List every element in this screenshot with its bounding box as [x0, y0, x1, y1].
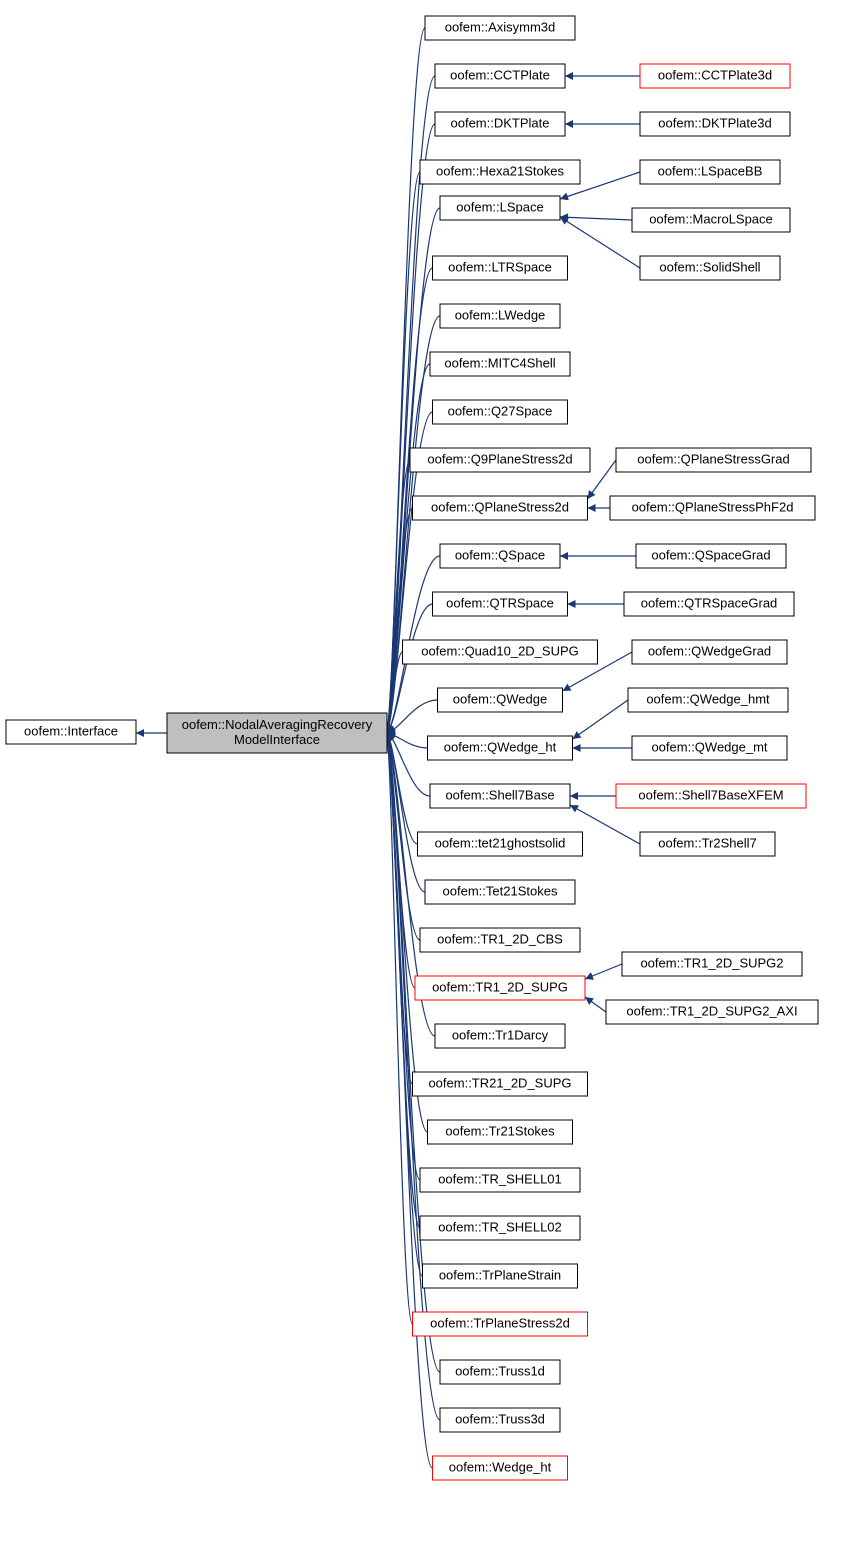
node-TrPlaneStrain-label: oofem::TrPlaneStrain [439, 1267, 561, 1282]
node-Q9PlaneStress2d-label: oofem::Q9PlaneStress2d [427, 451, 572, 466]
edge [573, 700, 629, 739]
node-tet21ghostsolid-label: oofem::tet21ghostsolid [435, 835, 566, 850]
node-TR1_2D_SUPG2-label: oofem::TR1_2D_SUPG2 [640, 955, 783, 970]
edge-arrow [136, 729, 144, 737]
node-QPlaneStressPhF2d-label: oofem::QPlaneStressPhF2d [632, 499, 794, 514]
node-Q27Space-label: oofem::Q27Space [448, 403, 553, 418]
node-TR1_2D_CBS-label: oofem::TR1_2D_CBS [437, 931, 563, 946]
node-TR1_2D_SUPG2_AXI-label: oofem::TR1_2D_SUPG2_AXI [626, 1003, 797, 1018]
node-LTRSpace-label: oofem::LTRSpace [448, 259, 552, 274]
node-CCTPlate3d-label: oofem::CCTPlate3d [658, 67, 772, 82]
node-QWedge_mt-label: oofem::QWedge_mt [651, 739, 767, 754]
node-Truss3d-label: oofem::Truss3d [455, 1411, 545, 1426]
edge-arrow [560, 552, 568, 560]
node-MITC4Shell-label: oofem::MITC4Shell [444, 355, 555, 370]
node-LWedge-label: oofem::LWedge [455, 307, 546, 322]
edge-arrow [560, 193, 569, 201]
node-QWedge_ht-label: oofem::QWedge_ht [444, 739, 557, 754]
node-TR1_2D_SUPG-label: oofem::TR1_2D_SUPG [432, 979, 568, 994]
node-DKTPlate3d-label: oofem::DKTPlate3d [658, 115, 771, 130]
node-Quad10_2D_SUPG-label: oofem::Quad10_2D_SUPG [421, 643, 579, 658]
node-QWedge-label: oofem::QWedge [453, 691, 547, 706]
node-Hexa21Stokes-label: oofem::Hexa21Stokes [436, 163, 564, 178]
node-Tr1Darcy-label: oofem::Tr1Darcy [452, 1027, 549, 1042]
inheritance-diagram: oofem::Interface oofem::NodalAveragingRec… [0, 0, 863, 1557]
node-QTRSpaceGrad-label: oofem::QTRSpaceGrad [641, 595, 778, 610]
node-Tr21Stokes-label: oofem::Tr21Stokes [445, 1123, 555, 1138]
node-Shell7BaseXFEM-label: oofem::Shell7BaseXFEM [638, 787, 783, 802]
edge-arrow [588, 504, 596, 512]
node-QSpace-label: oofem::QSpace [455, 547, 545, 562]
node-Shell7Base-label: oofem::Shell7Base [445, 787, 554, 802]
edge-arrow [568, 600, 576, 608]
node-CCTPlate-label: oofem::CCTPlate [450, 67, 550, 82]
edge-arrow [565, 72, 573, 80]
node-LSpace-label: oofem::LSpace [456, 199, 543, 214]
edge [560, 217, 632, 220]
node-Wedge_ht-label: oofem::Wedge_ht [449, 1459, 552, 1474]
node-LSpaceBB-label: oofem::LSpaceBB [658, 163, 763, 178]
node-DKTPlate-label: oofem::DKTPlate [451, 115, 550, 130]
node-TR_SHELL01-label: oofem::TR_SHELL01 [438, 1171, 562, 1186]
node-QPlaneStress2d-label: oofem::QPlaneStress2d [431, 499, 569, 514]
edge-arrow [588, 490, 596, 499]
edge-arrow [573, 731, 582, 739]
node-root-label: oofem::NodalAveragingRecovery [182, 717, 373, 732]
node-SolidShell-label: oofem::SolidShell [659, 259, 760, 274]
node-interface-label: oofem::Interface [24, 723, 118, 738]
node-TrPlaneStress2d-label: oofem::TrPlaneStress2d [430, 1315, 570, 1330]
edge-arrow [570, 792, 578, 800]
node-Axisymm3d-label: oofem::Axisymm3d [445, 19, 556, 34]
edge [387, 700, 438, 733]
node-MacroLSpace-label: oofem::MacroLSpace [649, 211, 773, 226]
edge-arrow [585, 997, 594, 1005]
edge [560, 217, 640, 268]
node-QSpaceGrad-label: oofem::QSpaceGrad [651, 547, 770, 562]
node-Tr2Shell7-label: oofem::Tr2Shell7 [658, 835, 757, 850]
node-QWedge_hmt-label: oofem::QWedge_hmt [646, 691, 770, 706]
edge-arrow [573, 744, 581, 752]
node-TR21_2D_SUPG-label: oofem::TR21_2D_SUPG [428, 1075, 571, 1090]
node-QTRSpace-label: oofem::QTRSpace [446, 595, 554, 610]
node-QWedgeGrad-label: oofem::QWedgeGrad [648, 643, 771, 658]
node-QPlaneStressGrad-label: oofem::QPlaneStressGrad [637, 451, 789, 466]
node-TR_SHELL02-label: oofem::TR_SHELL02 [438, 1219, 562, 1234]
edge [387, 28, 425, 733]
edge-arrow [565, 120, 573, 128]
node-root-label: ModelInterface [234, 732, 320, 747]
node-Truss1d-label: oofem::Truss1d [455, 1363, 545, 1378]
node-Tet21Stokes-label: oofem::Tet21Stokes [443, 883, 558, 898]
